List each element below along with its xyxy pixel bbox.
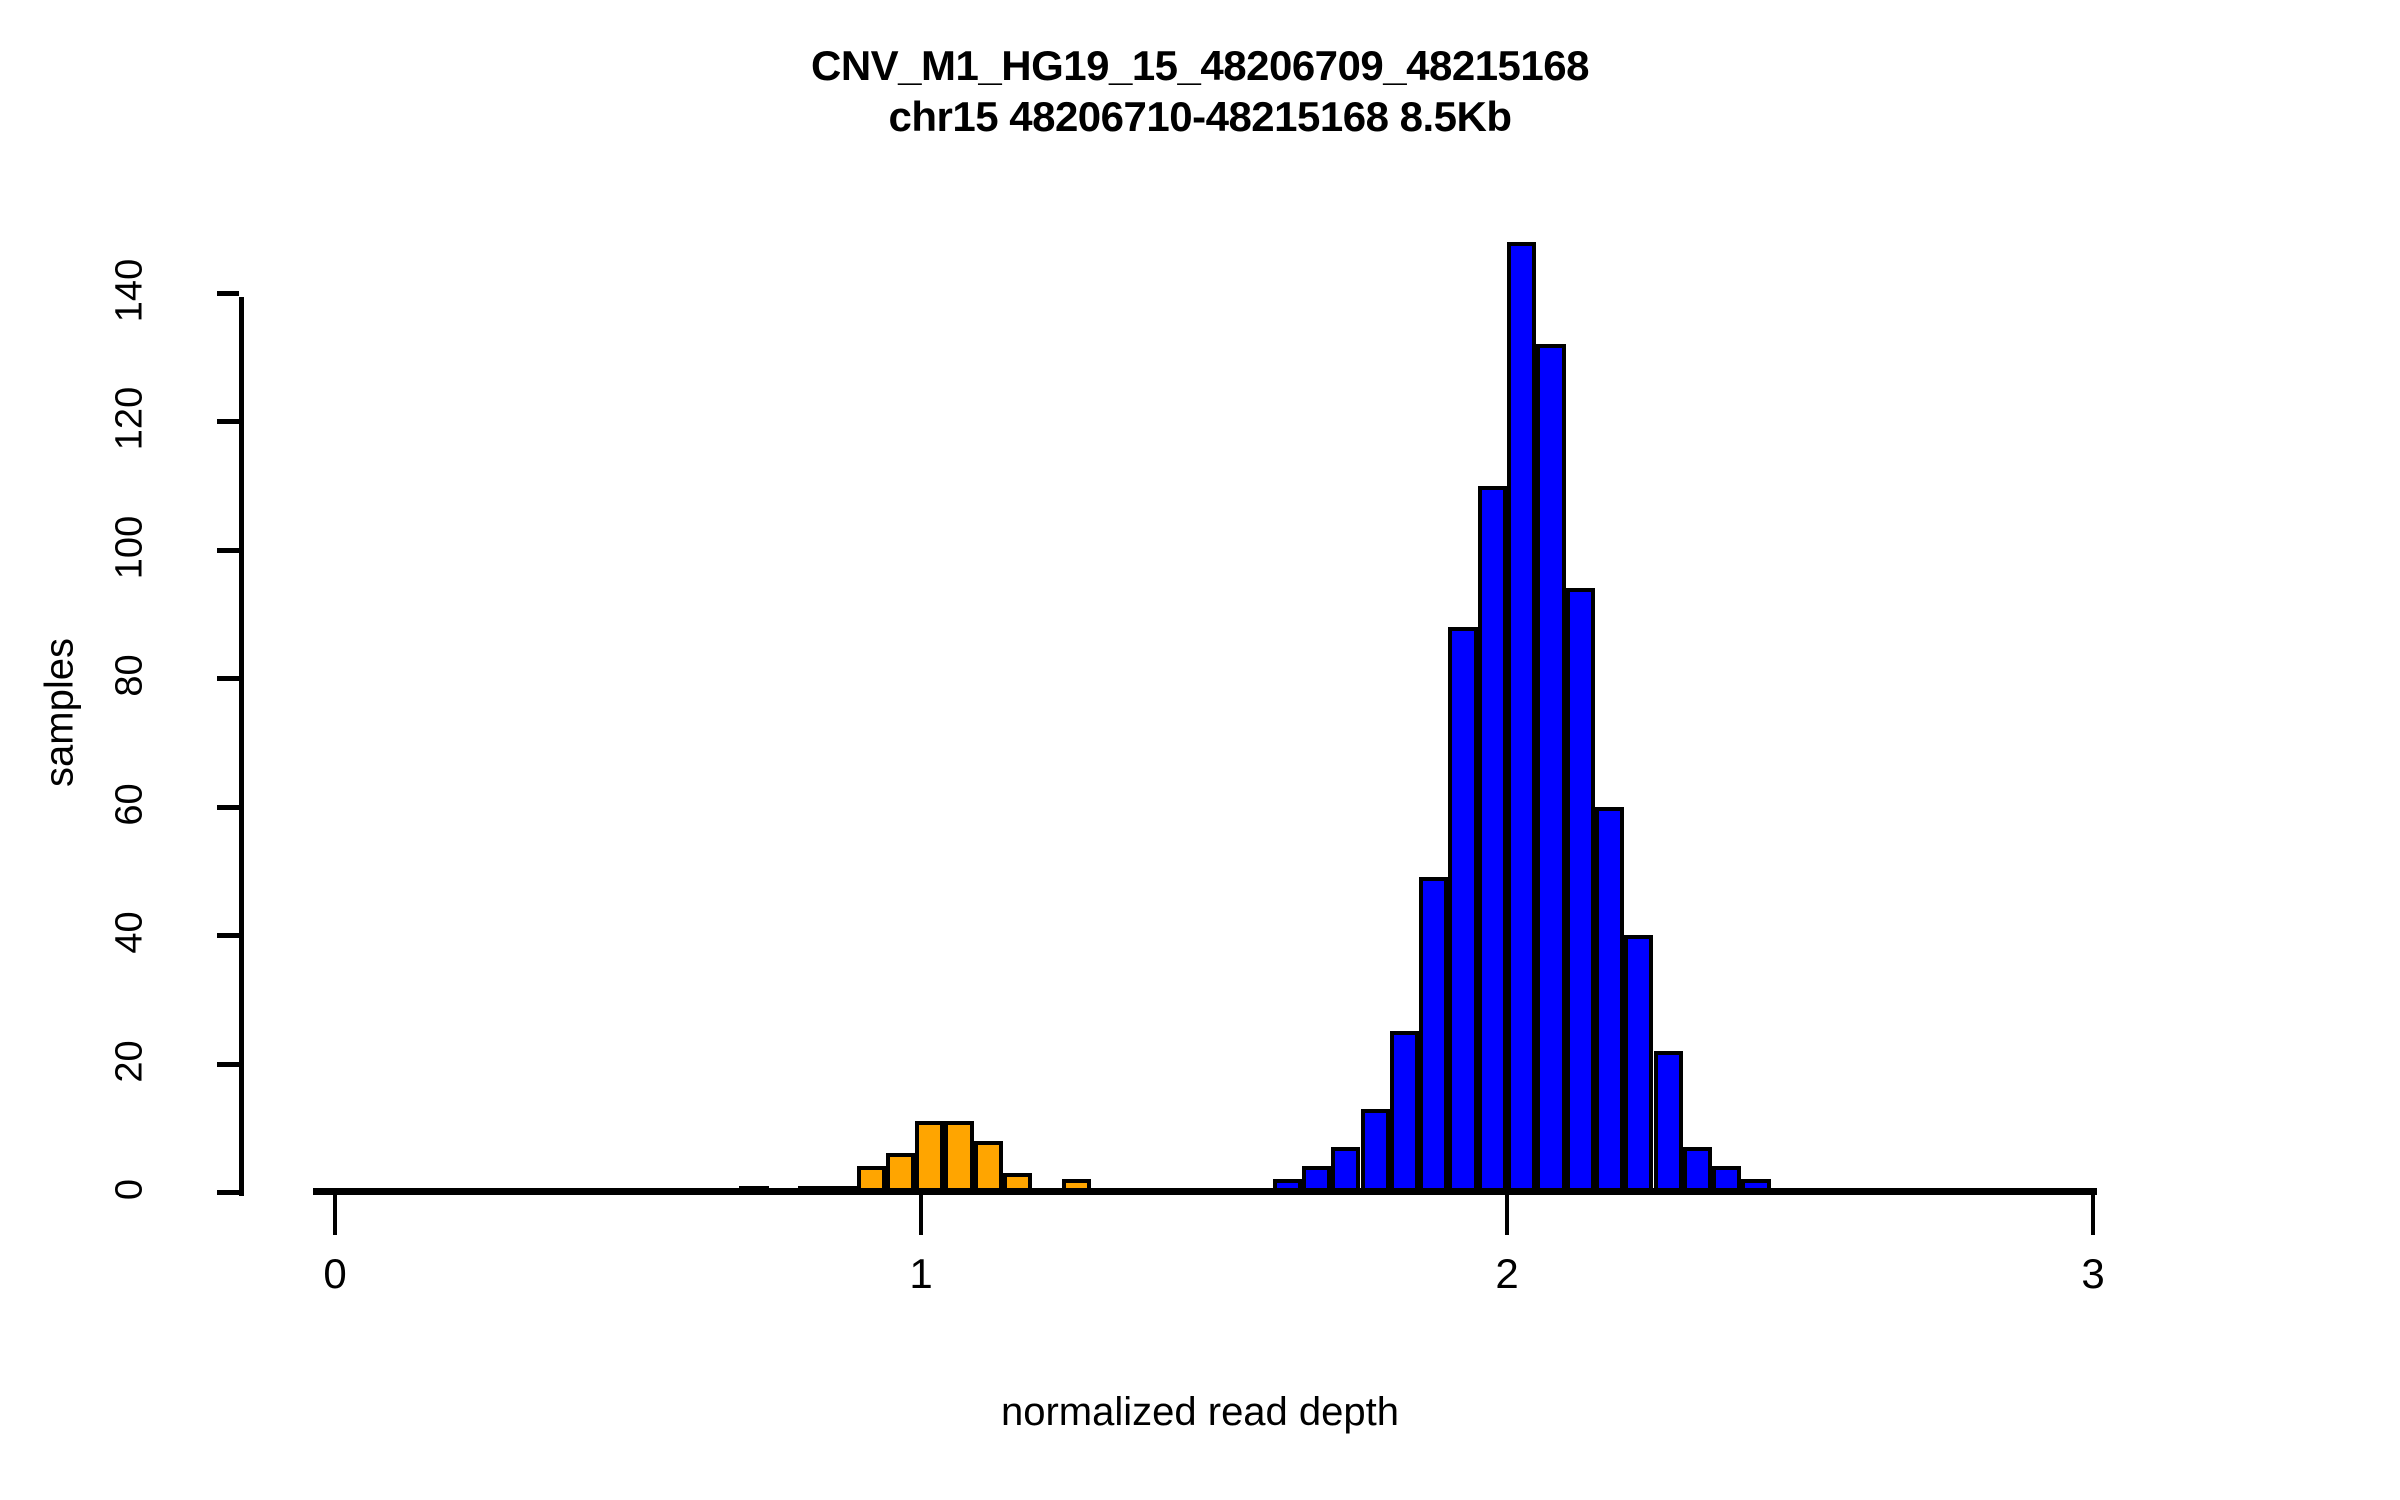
y-axis-tick (217, 419, 239, 425)
x-axis-tick (919, 1195, 923, 1235)
x-axis-tick (1505, 1195, 1509, 1235)
x-axis-tick-label: 3 (2081, 1250, 2105, 1297)
x-axis-tick (333, 1195, 337, 1235)
histogram-bar (739, 1185, 769, 1194)
histogram-bar (1712, 1166, 1742, 1192)
histogram-bar (1653, 1050, 1683, 1192)
histogram-bar (1360, 1108, 1390, 1192)
histogram-bar (827, 1185, 857, 1194)
y-axis-tick (217, 547, 239, 553)
x-axis-tick-label: 1 (909, 1250, 933, 1297)
y-axis-tick (217, 1061, 239, 1067)
y-axis-line (239, 297, 244, 1196)
histogram-bar (1741, 1179, 1771, 1192)
histogram-bar (1061, 1179, 1091, 1192)
y-axis-tick (217, 676, 239, 682)
x-axis-line (313, 1188, 2097, 1195)
histogram-bar (1682, 1147, 1713, 1192)
y-axis-tick (217, 291, 239, 296)
title-line-1: CNV_M1_HG19_15_48206709_48215168 (811, 42, 1589, 89)
histogram-bar (1594, 806, 1625, 1192)
histogram-bar (1624, 935, 1654, 1192)
histogram-bar (1536, 344, 1566, 1192)
histogram-bar (1272, 1179, 1302, 1192)
histogram-bar (797, 1185, 828, 1194)
histogram-bar (944, 1121, 974, 1192)
histogram-bar (856, 1166, 886, 1192)
y-axis-tick (217, 1190, 239, 1195)
x-axis-title: normalized read depth (1000, 1390, 1400, 1434)
x-axis-tick-label: 0 (323, 1250, 347, 1297)
y-axis-tick (217, 804, 239, 810)
histogram-bar (1003, 1172, 1033, 1192)
histogram-bar (1389, 1031, 1420, 1192)
x-axis-tick-label: 2 (1495, 1250, 1519, 1297)
histogram-bar (1419, 877, 1449, 1192)
x-axis-tick (2091, 1195, 2095, 1235)
histogram-bar (1331, 1147, 1361, 1192)
histogram-bar (1507, 241, 1537, 1192)
histogram-bar (1448, 626, 1478, 1192)
title-line-2: chr15 48206710-48215168 8.5Kb (888, 93, 1512, 141)
y-axis-tick (217, 933, 239, 939)
y-axis-title: samples (37, 638, 82, 787)
histogram-bar (1301, 1166, 1332, 1192)
y-axis-tick-label: 140 (108, 258, 151, 323)
histogram-bar (973, 1140, 1004, 1192)
histogram-bar (915, 1121, 945, 1192)
page-title: CNV_M1_HG19_15_48206709_48215168 chr15 4… (0, 40, 2400, 142)
histogram-bar (1477, 485, 1507, 1192)
histogram-bar (1565, 588, 1595, 1192)
histogram-bar (885, 1153, 916, 1192)
